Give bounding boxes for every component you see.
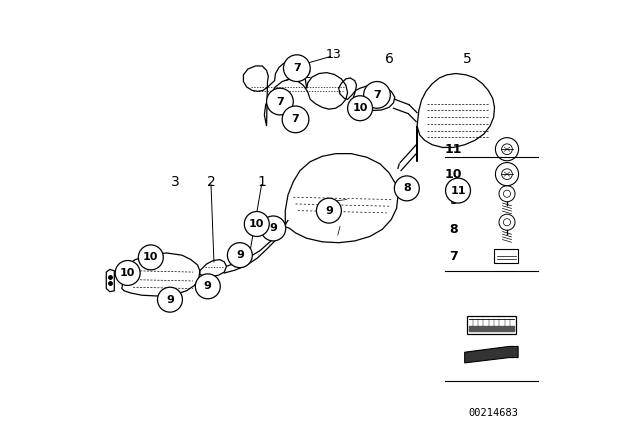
Text: 7: 7 <box>449 250 458 263</box>
Text: 9: 9 <box>449 194 458 207</box>
Circle shape <box>260 216 285 241</box>
Text: 11: 11 <box>445 143 462 156</box>
Circle shape <box>284 55 310 82</box>
Circle shape <box>394 176 419 201</box>
Text: 1: 1 <box>258 175 266 189</box>
Text: 9: 9 <box>236 250 244 260</box>
Text: 9: 9 <box>166 295 174 305</box>
Text: 2: 2 <box>207 175 215 189</box>
Circle shape <box>195 274 220 299</box>
Text: 13: 13 <box>326 48 341 61</box>
Text: 10: 10 <box>445 168 462 181</box>
Text: 9: 9 <box>325 206 333 215</box>
Circle shape <box>138 245 163 270</box>
Polygon shape <box>465 346 518 363</box>
Circle shape <box>115 260 140 285</box>
Text: 5: 5 <box>463 52 471 66</box>
Circle shape <box>445 178 470 203</box>
Polygon shape <box>469 327 514 332</box>
Text: 12: 12 <box>296 69 312 82</box>
Text: 7: 7 <box>373 90 381 100</box>
Text: 3: 3 <box>171 175 180 189</box>
Text: 10: 10 <box>120 268 135 278</box>
Circle shape <box>227 243 252 267</box>
Text: 9: 9 <box>204 281 212 291</box>
Circle shape <box>244 211 269 237</box>
Text: 11: 11 <box>451 185 466 196</box>
Text: 7: 7 <box>293 63 301 73</box>
Circle shape <box>157 287 182 312</box>
Circle shape <box>364 82 390 108</box>
Text: 9: 9 <box>269 224 277 233</box>
Text: 4: 4 <box>267 101 275 115</box>
Circle shape <box>316 198 341 223</box>
Circle shape <box>282 106 309 133</box>
Text: 6: 6 <box>385 52 394 66</box>
Text: 7: 7 <box>292 114 300 125</box>
Text: 10: 10 <box>249 219 264 229</box>
Circle shape <box>267 88 293 115</box>
Text: 00214683: 00214683 <box>468 408 518 418</box>
Text: 8: 8 <box>449 223 458 236</box>
Text: 7: 7 <box>276 97 284 107</box>
Text: 10: 10 <box>353 103 368 113</box>
Circle shape <box>348 96 372 121</box>
Text: 8: 8 <box>403 183 411 194</box>
Text: 10: 10 <box>143 252 159 263</box>
